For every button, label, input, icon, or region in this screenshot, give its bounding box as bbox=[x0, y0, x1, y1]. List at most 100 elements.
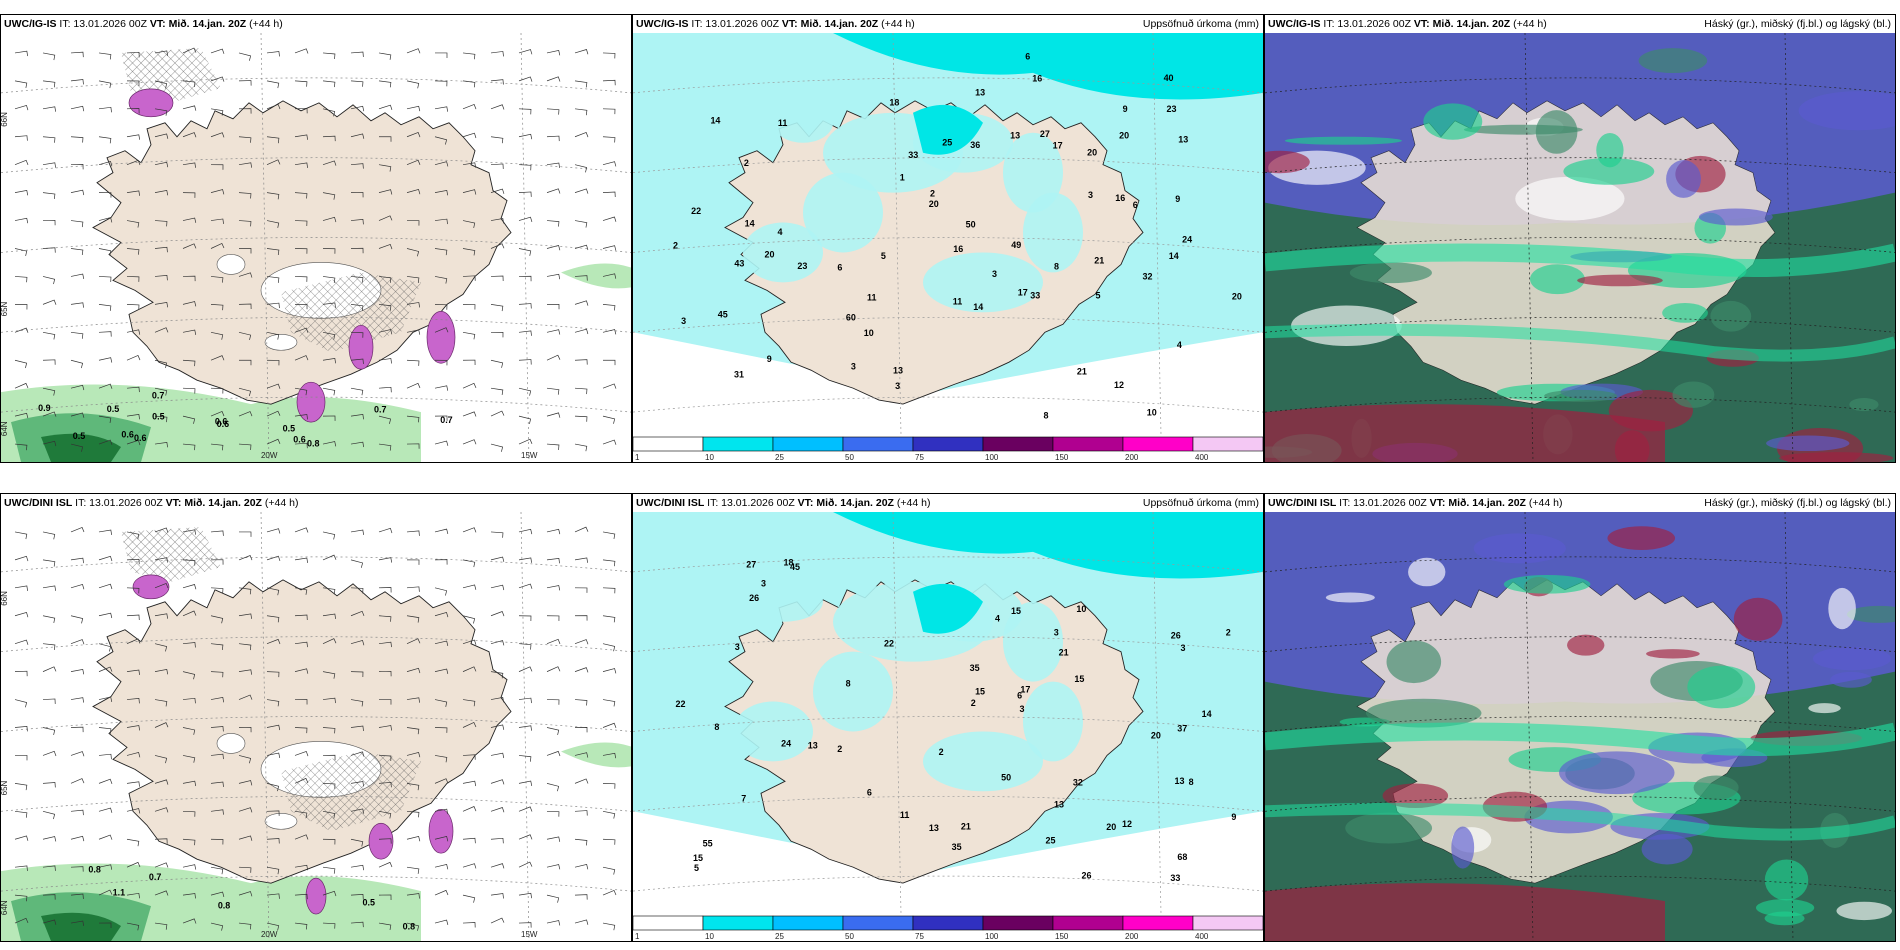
precip-value: 8 bbox=[1054, 261, 1059, 271]
wind-barb bbox=[182, 642, 196, 648]
wind-barb bbox=[378, 725, 392, 731]
wind-barb bbox=[350, 893, 364, 900]
wind-barb bbox=[14, 304, 28, 310]
map-area[interactable]: 10 20 17 14 4 2 9 6 20 25 17 12 10 18 49 45 21 50 22 31 40 36… bbox=[633, 33, 1263, 435]
wind-barb bbox=[154, 301, 169, 308]
wind-barb bbox=[266, 51, 280, 57]
wind-barb bbox=[14, 382, 29, 389]
map-area[interactable] bbox=[1265, 33, 1895, 462]
precip-value: 3 bbox=[761, 578, 766, 588]
wind-barb bbox=[574, 443, 588, 452]
snowfall-value: 0.8 bbox=[307, 438, 319, 448]
precip-value: 21 bbox=[1059, 647, 1069, 657]
wind-barb bbox=[154, 274, 168, 281]
precip-area bbox=[1023, 681, 1083, 762]
wind-barb bbox=[70, 697, 85, 703]
wind-barb bbox=[546, 727, 560, 736]
wind-barb bbox=[238, 443, 252, 450]
wind-barb bbox=[238, 531, 252, 537]
wind-barb bbox=[182, 415, 196, 424]
graticule bbox=[1265, 512, 1895, 941]
precip-value: 45 bbox=[718, 310, 728, 320]
longitude-line bbox=[1784, 33, 1794, 462]
wind-barb bbox=[210, 781, 224, 787]
wind-barbs bbox=[14, 526, 617, 931]
map-area[interactable]: 20W 15W 66N 65N 64N 0.8 1.1 0.8 0.5 0.8 0.7 bbox=[1, 512, 631, 941]
wind-barb bbox=[42, 80, 56, 88]
latitude-line bbox=[1265, 875, 1895, 892]
wind-barb bbox=[182, 727, 196, 735]
wind-barb bbox=[210, 443, 224, 451]
model-name: UWC/IG-IS bbox=[4, 18, 57, 30]
map-area[interactable]: 20W 15W 66N 65N 64N 0.8 0.7 0.6 0.5 0.7 0.6 0.7 0.5 0… bbox=[1, 33, 631, 462]
wind-barb bbox=[462, 331, 476, 340]
precip-value: 6 bbox=[867, 788, 872, 798]
wind-barb bbox=[238, 272, 253, 278]
latitude-line bbox=[633, 716, 1263, 732]
precip-map: 7171391512352185545503735271133266832241… bbox=[633, 512, 1263, 914]
precip-value: 11 bbox=[900, 810, 910, 820]
wind-barb bbox=[518, 164, 532, 171]
wind-barb bbox=[154, 722, 169, 728]
wind-barb bbox=[70, 751, 85, 757]
wind-barb bbox=[378, 781, 392, 788]
wind-barb bbox=[238, 303, 252, 310]
wind-barb bbox=[350, 781, 364, 787]
valid-time: Mið. 14.jan. 20Z bbox=[816, 497, 894, 509]
wind-barb bbox=[238, 387, 252, 397]
field-title: Uppsöfnuð úrkoma (mm) bbox=[1142, 497, 1259, 509]
panel-igis-wind-snow: UWC/IG-IS IT: 13.01.2026 00Z VT: Mið. 14… bbox=[0, 14, 632, 463]
wind-barb bbox=[602, 722, 617, 729]
cloud-patch bbox=[1698, 208, 1773, 226]
precip-value: 6 bbox=[837, 262, 842, 272]
wind-barb bbox=[42, 865, 56, 871]
snowfall-value: 1.1 bbox=[113, 887, 125, 897]
wind-barb bbox=[98, 106, 112, 113]
snowfall-value: 0.5 bbox=[283, 423, 295, 433]
wind-barb bbox=[434, 276, 448, 284]
wind-barb bbox=[210, 671, 224, 678]
cloud-patch bbox=[1666, 160, 1701, 198]
map-area[interactable] bbox=[1265, 512, 1895, 941]
wind-barb bbox=[154, 699, 168, 707]
wind-barb bbox=[42, 531, 56, 540]
wind-barb bbox=[42, 615, 56, 624]
map-area[interactable]: 7 17 13 9 15 12 35 21 8 55 45 50 37 35 27 11 33 26 68 32 24 1… bbox=[633, 512, 1263, 914]
wind-snow-map: 20W 15W 66N 65N 64N 0.8 0.7 0.6 0.5 0.7 0.6 0.7 0.5 0… bbox=[1, 33, 631, 462]
wind-barb bbox=[546, 162, 560, 168]
precip-value: 22 bbox=[676, 699, 686, 709]
wind-barb bbox=[294, 614, 308, 621]
wind-barb bbox=[490, 917, 505, 924]
colorbar-swatch bbox=[772, 436, 844, 452]
wind-barb bbox=[126, 248, 140, 255]
wind-barb bbox=[14, 865, 28, 871]
wind-barb bbox=[574, 615, 588, 621]
wind-barb bbox=[238, 866, 252, 873]
colorbar-swatch bbox=[1052, 915, 1124, 931]
wind-barb bbox=[518, 191, 532, 197]
wind-barb bbox=[42, 894, 56, 900]
wind-barb bbox=[546, 750, 561, 757]
wind-barb bbox=[70, 835, 85, 842]
low-cloud bbox=[1265, 404, 1665, 462]
wind-barb bbox=[518, 922, 532, 928]
wind-barb bbox=[574, 244, 589, 251]
wind-barb bbox=[602, 810, 616, 819]
precip-value: 4 bbox=[1177, 340, 1182, 350]
wind-barb bbox=[434, 836, 449, 842]
wind-barb bbox=[70, 412, 85, 418]
wind-barb bbox=[154, 582, 169, 589]
precip-value: 21 bbox=[1094, 256, 1104, 266]
wind-barb bbox=[126, 220, 140, 228]
wind-barb bbox=[98, 583, 113, 590]
wind-barb bbox=[238, 891, 253, 897]
wind-barb bbox=[70, 726, 84, 733]
wind-barb bbox=[322, 810, 336, 819]
wind-barb bbox=[350, 276, 364, 283]
wind-barb bbox=[434, 304, 448, 310]
wind-barb bbox=[490, 752, 505, 759]
wind-barb bbox=[154, 415, 168, 423]
wind-barb bbox=[602, 531, 616, 540]
wind-barb bbox=[210, 530, 224, 536]
precip-value: 9 bbox=[767, 354, 772, 364]
